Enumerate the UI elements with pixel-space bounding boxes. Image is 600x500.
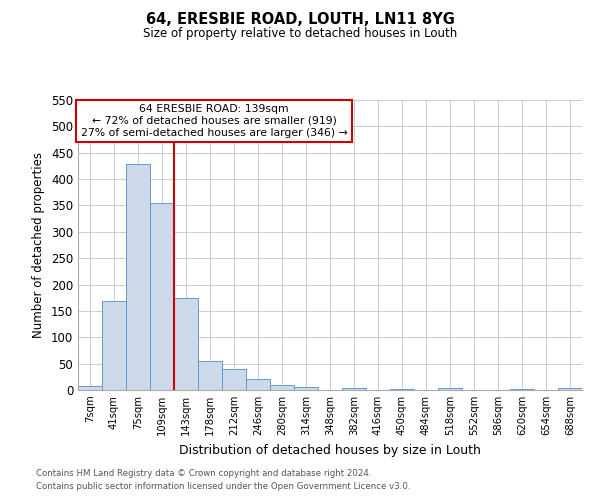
Y-axis label: Number of detached properties: Number of detached properties — [32, 152, 46, 338]
Bar — [342, 388, 366, 390]
X-axis label: Distribution of detached houses by size in Louth: Distribution of detached houses by size … — [179, 444, 481, 456]
Text: 64 ERESBIE ROAD: 139sqm
← 72% of detached houses are smaller (919)
27% of semi-d: 64 ERESBIE ROAD: 139sqm ← 72% of detache… — [81, 104, 347, 138]
Bar — [174, 298, 198, 390]
Bar — [270, 384, 294, 390]
Bar — [198, 361, 222, 390]
Bar — [246, 379, 270, 390]
Bar — [558, 388, 582, 390]
Bar — [78, 386, 102, 390]
Bar — [438, 388, 462, 390]
Text: 64, ERESBIE ROAD, LOUTH, LN11 8YG: 64, ERESBIE ROAD, LOUTH, LN11 8YG — [146, 12, 454, 28]
Text: Contains HM Land Registry data © Crown copyright and database right 2024.: Contains HM Land Registry data © Crown c… — [36, 468, 371, 477]
Bar — [294, 388, 318, 390]
Bar — [390, 389, 414, 390]
Bar — [126, 164, 150, 390]
Bar — [102, 302, 126, 390]
Text: Size of property relative to detached houses in Louth: Size of property relative to detached ho… — [143, 28, 457, 40]
Text: Contains public sector information licensed under the Open Government Licence v3: Contains public sector information licen… — [36, 482, 410, 491]
Bar — [510, 389, 534, 390]
Bar — [150, 203, 174, 390]
Bar — [222, 370, 246, 390]
